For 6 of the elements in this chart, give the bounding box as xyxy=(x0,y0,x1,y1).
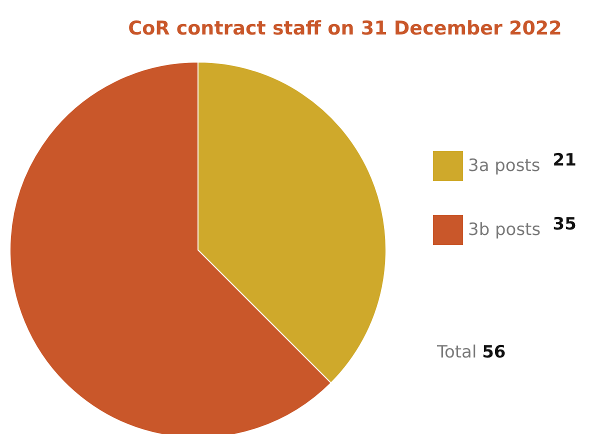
text: Total 56 xyxy=(436,342,506,362)
data-label: 21 xyxy=(552,150,576,170)
chart-title: CoR contract staff on 31 December 2022 xyxy=(128,18,562,40)
data-label: 35 xyxy=(552,214,576,234)
legend-label: 3a posts xyxy=(468,156,540,176)
legend-label: 3b posts xyxy=(468,220,541,240)
